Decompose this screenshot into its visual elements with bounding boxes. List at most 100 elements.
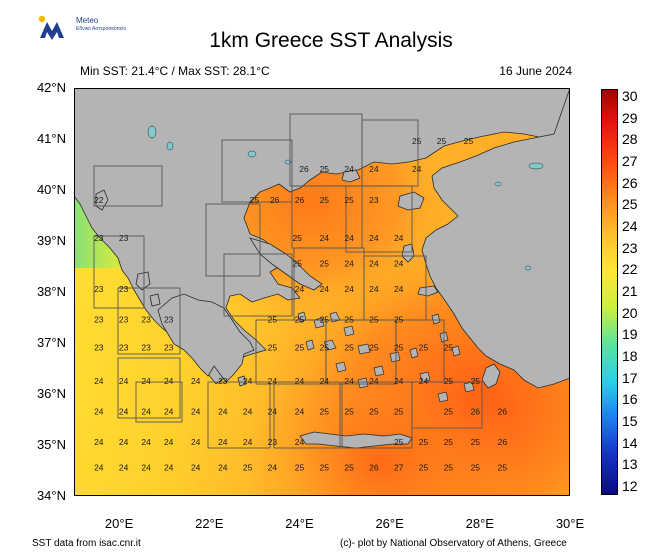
sst-value-label: 25: [320, 463, 330, 473]
colorbar-tick-label: 12: [622, 478, 638, 494]
sst-value-label: 24: [412, 164, 422, 174]
zakynthos-island: [149, 293, 161, 307]
sst-value-label: 25: [394, 315, 404, 325]
data-source: SST data from isac.cnr.it: [32, 538, 141, 549]
sst-value-label: 24: [369, 376, 379, 386]
sst-value-label: 25: [412, 136, 422, 146]
colorbar-tick-label: 24: [622, 218, 638, 234]
samos-island: [417, 285, 439, 297]
sst-value-label: 24: [94, 463, 104, 473]
sst-value-label: 27: [394, 463, 404, 473]
analysis-boxes: [93, 113, 483, 449]
sst-value-label: 24: [320, 376, 330, 386]
sst-value-label: 25: [320, 164, 330, 174]
sst-value-label: 24: [295, 437, 305, 447]
colorbar-border: [601, 89, 618, 495]
logo-subtitle: Εθνικό Αστεροσκοπείο: [76, 26, 127, 32]
colorbar-tick-label: 17: [622, 369, 638, 386]
sst-value-label: 25: [320, 343, 330, 353]
sst-value-label: 25: [250, 195, 260, 205]
corfu-island: [95, 189, 109, 211]
lat-tick-label: 36°N: [36, 386, 66, 401]
sst-value-label: 24: [344, 376, 354, 386]
sst-value-label: 25: [295, 463, 305, 473]
peloponnese: [157, 293, 255, 383]
colorbar-tick-label: 21: [622, 283, 638, 299]
colorbar-tick-label: 19: [622, 326, 638, 343]
colorbar-tick-label: 30: [622, 88, 638, 104]
sst-value-label: 24: [141, 376, 151, 386]
sst-stats: Min SST: 21.4°C / Max SST: 28.1°C: [80, 64, 270, 78]
colorbar-tick-label: 25: [622, 196, 638, 213]
sst-value-label: 23: [94, 315, 104, 325]
plot-credit: (c)- plot by National Observatory of Ath…: [340, 538, 567, 549]
sst-value-label: 26: [471, 406, 481, 416]
sst-value-label: 25: [369, 315, 379, 325]
sst-value-label: 25: [268, 315, 278, 325]
cyclades-islands: [297, 311, 475, 403]
lon-tick-label: 24°E: [285, 516, 314, 531]
sst-value-label: 25: [292, 259, 302, 269]
sst-value-label: 25: [292, 233, 302, 243]
sst-value-label: 25: [394, 406, 404, 416]
sst-value-label: 25: [320, 315, 330, 325]
colorbar-tick-label: 23: [622, 239, 638, 256]
sst-value-label: 24: [94, 406, 104, 416]
lat-tick-label: 34°N: [36, 488, 66, 503]
sst-value-label: 25: [498, 463, 508, 473]
colorbar-tick-label: 14: [622, 434, 638, 451]
sst-value-label: 26: [295, 195, 305, 205]
sst-value-label: 23: [164, 343, 174, 353]
sst-value-label: 24: [369, 164, 379, 174]
map-border: [74, 88, 570, 496]
lon-tick-label: 30°E: [555, 516, 585, 531]
sst-value-label: 24: [394, 376, 404, 386]
sst-value-label: 23: [119, 315, 129, 325]
sst-value-label: 24: [119, 376, 129, 386]
lat-tick-label: 40°N: [36, 182, 66, 197]
sst-value-label: 25: [471, 437, 481, 447]
sst-value-label: 25: [344, 343, 354, 353]
sst-value-label: 23: [268, 437, 278, 447]
sst-value-label: 25: [444, 463, 454, 473]
sst-value-label: 25: [369, 343, 379, 353]
sst-value-label: 23: [141, 315, 151, 325]
sst-value-label: 24: [191, 376, 201, 386]
sst-value-label: 24: [344, 259, 354, 269]
colorbar-tick-label: 27: [622, 153, 638, 169]
sst-value-label: 23: [164, 315, 174, 325]
sst-value-label: 24: [344, 284, 354, 294]
sst-value-label: 24: [191, 437, 201, 447]
lesvos-island: [397, 191, 425, 211]
sst-value-label: 25: [394, 437, 404, 447]
sst-value-label: 24: [268, 376, 278, 386]
sst-value-label: 24: [164, 376, 174, 386]
sst-value-label: 24: [369, 233, 379, 243]
sst-value-label: 23: [141, 343, 151, 353]
sst-value-label: 24: [218, 437, 228, 447]
sst-value-label: 25: [243, 463, 253, 473]
colorbar-tick-label: 15: [622, 413, 638, 429]
sst-value-label: 26: [299, 164, 309, 174]
lat-tick-label: 35°N: [36, 437, 66, 452]
sst-value-label: 25: [444, 437, 454, 447]
sst-value-label: 25: [464, 136, 474, 146]
sst-map: 22 23 23 23 23 23 23 23 23 23 23 23 23 24 24 24 24 24 23 24…: [74, 88, 570, 496]
sst-value-label: 24: [394, 259, 404, 269]
lon-tick-label: 20°E: [104, 516, 134, 531]
sst-value-label: 25: [344, 195, 354, 205]
sst-value-label: 25: [295, 315, 305, 325]
sst-value-label: 25: [444, 343, 454, 353]
sst-value-label: 22: [94, 195, 104, 205]
sst-value-label: 26: [498, 406, 508, 416]
sst-value-label: 25: [344, 463, 354, 473]
limnos-island: [341, 169, 361, 183]
sst-value-label: 24: [394, 284, 404, 294]
colorbar-tick-label: 13: [622, 456, 638, 473]
sst-value-label: 25: [437, 136, 447, 146]
sst-value-label: 24: [419, 376, 429, 386]
sst-value-label: 24: [268, 463, 278, 473]
sst-value-label: 26: [369, 463, 379, 473]
rhodes-island: [481, 363, 501, 389]
sst-colorbar: [601, 89, 618, 495]
